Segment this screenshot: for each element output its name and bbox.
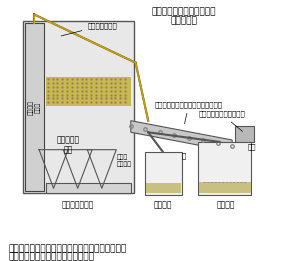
Text: 大豆・小麦
混合: 大豆・小麦 混合: [57, 135, 80, 155]
Text: 槽: 槽: [182, 152, 186, 159]
Text: 回転スクリーン式大豆・小麦分離機: 回転スクリーン式大豆・小麦分離機: [155, 101, 223, 124]
Bar: [24, 23, 44, 191]
Bar: [46, 183, 131, 193]
Text: 大豆・小麦混合: 大豆・小麦混合: [61, 22, 117, 36]
Bar: [199, 181, 251, 193]
Text: 大豆回収: 大豆回収: [216, 200, 235, 209]
Text: ドラム回転用電動モータ: ドラム回転用電動モータ: [198, 111, 245, 132]
Bar: [235, 126, 254, 142]
Text: 水分の
多い小麦: 水分の 多い小麦: [116, 155, 131, 167]
Text: （排出時）: （排出時）: [170, 16, 197, 25]
Text: 大豆: 大豆: [247, 143, 256, 150]
Bar: [146, 183, 181, 193]
Text: 小麦回収: 小麦回収: [153, 200, 172, 209]
Text: バッチ方式の混合貯留乾燥: バッチ方式の混合貯留乾燥: [152, 8, 216, 17]
Polygon shape: [131, 121, 232, 152]
Bar: [23, 21, 134, 193]
Bar: [198, 142, 252, 195]
Text: 混合貯留、乾燥終了後分離する方法: 混合貯留、乾燥終了後分離する方法: [8, 252, 94, 261]
Bar: [145, 152, 182, 195]
Text: バッチ式
乾燥機: バッチ式 乾燥機: [28, 100, 40, 115]
Bar: [46, 77, 131, 106]
Text: 混合貯蔵タンク: 混合貯蔵タンク: [62, 200, 94, 209]
Text: 図１　小麦を水分吸収材として循環式乾燥機内で: 図１ 小麦を水分吸収材として循環式乾燥機内で: [8, 244, 126, 253]
